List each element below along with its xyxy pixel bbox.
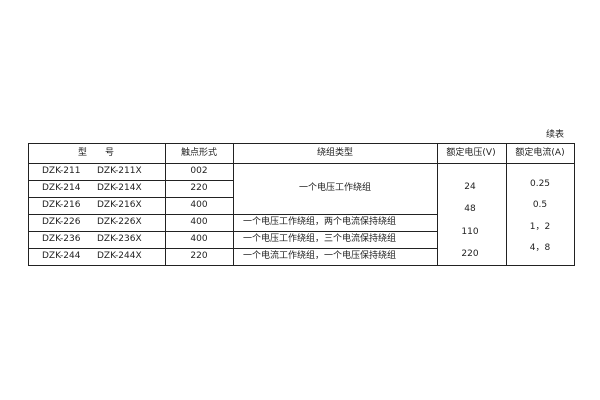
contact-cell: 400	[190, 217, 208, 227]
current-value: 4，8	[529, 243, 551, 253]
model-x-cell: DZK-236X	[97, 234, 142, 244]
voltage-value: 24	[464, 182, 476, 192]
current-value: 0.25	[529, 179, 551, 189]
header-voltage: 额定电压(V)	[446, 148, 496, 158]
winding-cell: 一个电流工作绕组，一个电压保持绕组	[243, 251, 397, 261]
model-cell: DZK-226	[42, 217, 81, 227]
contact-cell: 220	[190, 251, 208, 261]
model-x-cell: DZK-214X	[97, 183, 142, 193]
col-divider	[506, 143, 507, 265]
contact-cell: 220	[190, 183, 208, 193]
header-winding: 绕组类型	[316, 148, 354, 158]
voltage-value: 220	[461, 249, 479, 259]
model-x-cell: DZK-244X	[97, 251, 142, 261]
col-divider	[28, 143, 29, 265]
model-cell: DZK-236	[42, 234, 81, 244]
header-model: 型 号	[77, 148, 115, 158]
col-divider	[233, 143, 234, 265]
winding-cell: 一个电压工作绕组，两个电流保持绕组	[243, 217, 397, 227]
col-divider	[165, 143, 166, 265]
model-cell: DZK-211	[42, 166, 81, 176]
merged-winding-cell: 一个电压工作绕组	[298, 183, 372, 193]
table-caption: 续表	[546, 130, 565, 140]
current-value: 1，2	[529, 222, 551, 232]
table-bottom-border	[28, 265, 575, 266]
row-divider	[28, 197, 233, 198]
header-contact: 触点形式	[180, 148, 218, 158]
model-x-cell: DZK-216X	[97, 200, 142, 210]
winding-cell: 一个电压工作绕组，三个电流保持绕组	[243, 234, 397, 244]
contact-cell: 400	[190, 234, 208, 244]
model-cell: DZK-244	[42, 251, 81, 261]
col-divider	[574, 143, 575, 265]
voltage-value: 48	[464, 204, 476, 214]
col-divider	[437, 143, 438, 265]
voltage-value: 110	[461, 227, 479, 237]
model-cell: DZK-216	[42, 200, 81, 210]
current-value: 0.5	[532, 200, 548, 210]
table-top-border	[28, 143, 575, 144]
header-current: 额定电流(A)	[515, 148, 565, 158]
model-x-cell: DZK-226X	[97, 217, 142, 227]
model-cell: DZK-214	[42, 183, 81, 193]
model-x-cell: DZK-211X	[97, 166, 142, 176]
contact-cell: 400	[190, 200, 208, 210]
header-divider	[28, 163, 575, 164]
contact-cell: 002	[190, 166, 208, 176]
row-divider	[28, 180, 233, 181]
